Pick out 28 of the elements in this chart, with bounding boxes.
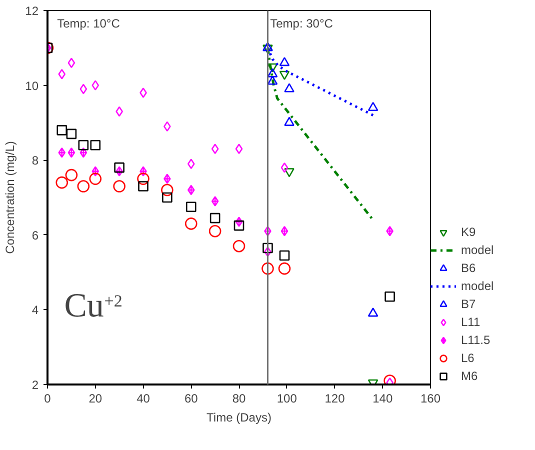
legend-label: L11	[461, 314, 481, 330]
legend-label: L11.5	[461, 332, 490, 348]
x-axis-title: Time (Days)	[206, 410, 272, 424]
legend-label: L6	[461, 350, 476, 366]
legend-label: M6	[461, 368, 479, 384]
x-tick-label: 40	[136, 392, 150, 406]
annotation: Temp: 30°C	[270, 16, 334, 31]
legend-label: B6	[461, 260, 477, 276]
legend-label: model	[461, 242, 494, 258]
y-tick-label: 8	[32, 154, 39, 168]
annotation: Temp: 10°C	[57, 16, 120, 31]
x-tick-label: 80	[232, 392, 246, 406]
y-tick-label: 10	[25, 78, 39, 93]
x-tick-label: 60	[184, 392, 198, 406]
x-tick-label: 120	[324, 392, 346, 406]
x-tick-label: 0	[44, 392, 52, 406]
x-tick-label: 160	[420, 392, 441, 406]
y-tick-label: 2	[32, 378, 39, 392]
y-axis-title: Concentration (mg/L)	[3, 141, 18, 254]
y-tick-label: 12	[25, 4, 39, 18]
x-tick-label: 20	[88, 392, 102, 406]
y-tick-label: 4	[32, 303, 39, 318]
legend-label: model	[461, 278, 494, 294]
x-tick-label: 100	[276, 392, 298, 406]
y-tick-label: 6	[32, 228, 39, 242]
legend-label: K9	[461, 224, 477, 240]
legend-label: B7	[461, 296, 477, 312]
x-tick-label: 140	[372, 392, 393, 406]
